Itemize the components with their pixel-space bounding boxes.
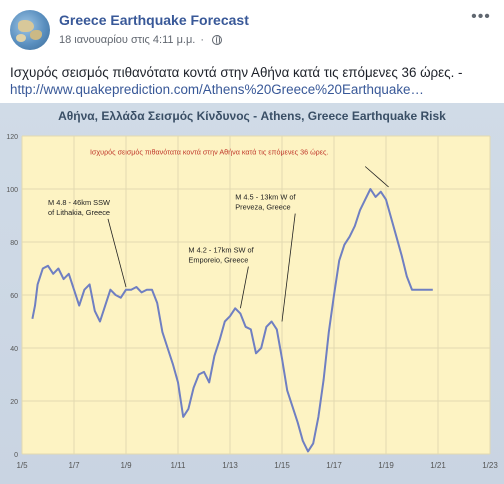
x-tick-label: 1/11 bbox=[171, 461, 187, 470]
quake-annotation-line2: Preveza, Greece bbox=[235, 203, 290, 212]
avatar-land-shape bbox=[18, 20, 34, 32]
x-tick-label: 1/9 bbox=[120, 461, 132, 470]
annotation-leader-line bbox=[107, 218, 127, 288]
post-link[interactable]: http://www.quakeprediction.com/Athens%20… bbox=[10, 82, 424, 97]
y-tick-label: 120 bbox=[6, 134, 18, 141]
page-name-link[interactable]: Greece Earthquake Forecast bbox=[59, 12, 249, 28]
y-tick-label: 80 bbox=[10, 240, 18, 247]
quake-annotation-line1: M 4.8 - 46km SSW bbox=[48, 198, 110, 207]
y-tick-label: 40 bbox=[10, 346, 18, 353]
post-meta: 18 ιανουαρίου στις 4:11 μ.μ. · bbox=[59, 34, 223, 46]
chart-image[interactable]: Αθήνα, Ελλάδα Σεισμός Κίνδυνος - Athens,… bbox=[0, 103, 504, 484]
y-tick-label: 100 bbox=[6, 187, 18, 194]
y-tick-label: 0 bbox=[14, 452, 18, 459]
annotation-leader-line bbox=[281, 213, 296, 322]
avatar-land-shape bbox=[30, 30, 42, 40]
x-tick-label: 1/19 bbox=[378, 461, 394, 470]
peak-arrow-line bbox=[364, 166, 389, 188]
x-tick-label: 1/7 bbox=[68, 461, 80, 470]
avatar-land-shape bbox=[16, 34, 26, 42]
x-tick-label: 1/17 bbox=[326, 461, 342, 470]
forecast-annotation: Ισχυρός σεισμός πιθανότατα κοντά στην Αθ… bbox=[90, 148, 329, 157]
y-tick-label: 20 bbox=[10, 399, 18, 406]
earthquake-risk-chart: 0 20 40 60 80 100 120 1/5 1/7 1/9 1/11 1/13 1/15 1/17… bbox=[6, 134, 498, 470]
post-timestamp[interactable]: 18 ιανουαρίου στις 4:11 μ.μ. bbox=[59, 34, 196, 46]
quake-annotation-line1: M 4.5 - 13km W of bbox=[235, 193, 296, 202]
post-header: Greece Earthquake Forecast 18 ιανουαρίου… bbox=[0, 0, 504, 60]
quake-annotation-line1: M 4.2 - 17km SW of bbox=[188, 246, 254, 255]
x-tick-label: 1/5 bbox=[16, 461, 28, 470]
page-avatar[interactable] bbox=[10, 10, 50, 50]
annotation-leader-line bbox=[240, 266, 249, 309]
risk-series-line bbox=[31, 188, 433, 453]
x-tick-label: 1/23 bbox=[482, 461, 498, 470]
post-body-text: Ισχυρός σεισμός πιθανότατα κοντά στην Αθ… bbox=[10, 65, 463, 80]
more-options-icon[interactable]: ••• bbox=[471, 8, 491, 25]
x-tick-label: 1/13 bbox=[222, 461, 238, 470]
x-tick-label: 1/15 bbox=[274, 461, 290, 470]
y-tick-label: 60 bbox=[10, 293, 18, 300]
globe-icon bbox=[212, 35, 223, 45]
quake-annotation-line2: Emporeio, Greece bbox=[188, 256, 248, 265]
meta-separator: · bbox=[200, 34, 205, 46]
chart-title: Αθήνα, Ελλάδα Σεισμός Κίνδυνος - Athens,… bbox=[58, 109, 446, 123]
x-tick-label: 1/21 bbox=[430, 461, 446, 470]
quake-annotation-line2: of Lithakia, Greece bbox=[48, 208, 110, 217]
